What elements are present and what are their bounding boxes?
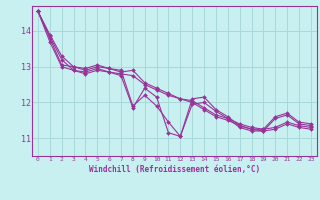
X-axis label: Windchill (Refroidissement éolien,°C): Windchill (Refroidissement éolien,°C) (89, 165, 260, 174)
